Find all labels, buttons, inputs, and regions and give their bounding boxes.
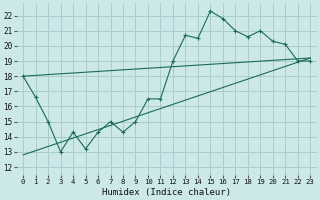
- X-axis label: Humidex (Indice chaleur): Humidex (Indice chaleur): [102, 188, 231, 197]
